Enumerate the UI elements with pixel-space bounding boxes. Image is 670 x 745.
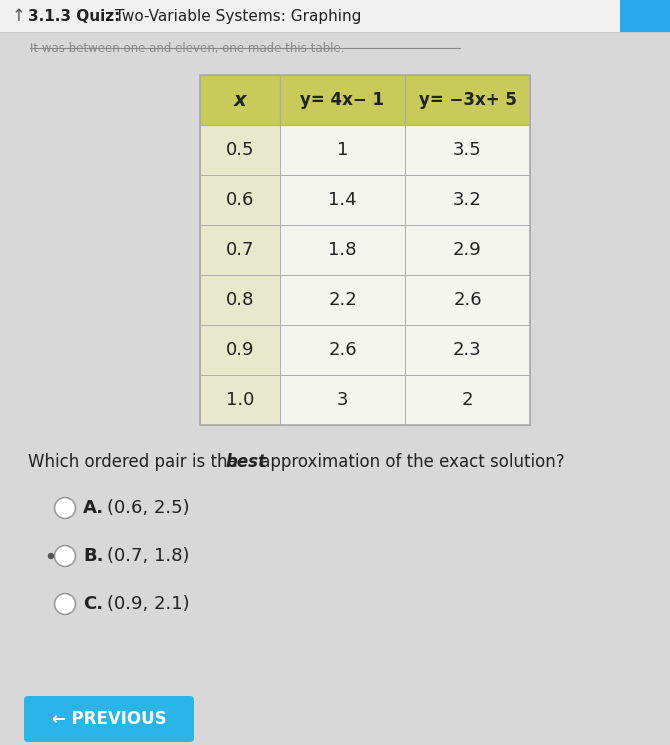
Text: (0.9, 2.1): (0.9, 2.1) — [107, 595, 190, 613]
Text: (0.7, 1.8): (0.7, 1.8) — [107, 547, 190, 565]
Text: 2.9: 2.9 — [453, 241, 482, 259]
Text: B.: B. — [83, 547, 103, 565]
Text: best: best — [225, 453, 266, 471]
Text: 0.8: 0.8 — [226, 291, 254, 309]
Circle shape — [54, 545, 76, 566]
Bar — [0, 32, 670, 33]
Text: 2.2: 2.2 — [328, 291, 357, 309]
Bar — [405, 375, 530, 425]
Text: 1.8: 1.8 — [328, 241, 356, 259]
Bar — [280, 375, 405, 425]
Bar — [200, 75, 280, 125]
Bar — [620, 0, 670, 32]
Text: 3.1.3 Quiz:: 3.1.3 Quiz: — [28, 8, 121, 24]
Bar — [405, 175, 530, 225]
Bar — [405, 325, 530, 375]
Text: 0.6: 0.6 — [226, 191, 254, 209]
Text: C.: C. — [83, 595, 103, 613]
Text: 1: 1 — [337, 141, 348, 159]
Bar — [405, 75, 530, 125]
Text: It was between one and eleven, one made this table.: It was between one and eleven, one made … — [30, 42, 344, 54]
Text: Which ordered pair is the: Which ordered pair is the — [28, 453, 243, 471]
Text: 2.3: 2.3 — [453, 341, 482, 359]
Bar — [405, 225, 530, 275]
Bar — [280, 225, 405, 275]
Text: 0.5: 0.5 — [226, 141, 254, 159]
Bar — [200, 375, 280, 425]
Text: 2.6: 2.6 — [328, 341, 357, 359]
Bar — [405, 275, 530, 325]
Bar — [280, 275, 405, 325]
Bar — [200, 275, 280, 325]
FancyBboxPatch shape — [24, 696, 194, 742]
Text: (0.6, 2.5): (0.6, 2.5) — [107, 499, 190, 517]
Bar — [200, 175, 280, 225]
Bar — [280, 325, 405, 375]
Text: 1.0: 1.0 — [226, 391, 254, 409]
Text: ← PREVIOUS: ← PREVIOUS — [52, 710, 166, 728]
Text: 2: 2 — [462, 391, 473, 409]
Bar — [200, 125, 280, 175]
Text: ↑: ↑ — [12, 7, 26, 25]
Bar — [200, 325, 280, 375]
Text: approximation of the exact solution?: approximation of the exact solution? — [255, 453, 565, 471]
Text: x: x — [234, 90, 247, 110]
Circle shape — [54, 594, 76, 615]
Text: 1.4: 1.4 — [328, 191, 357, 209]
Bar — [280, 175, 405, 225]
Text: Two-Variable Systems: Graphing: Two-Variable Systems: Graphing — [115, 8, 361, 24]
Text: y= −3x+ 5: y= −3x+ 5 — [419, 91, 517, 109]
Text: 3.2: 3.2 — [453, 191, 482, 209]
Circle shape — [48, 554, 54, 559]
Bar — [280, 125, 405, 175]
Text: y= 4x− 1: y= 4x− 1 — [301, 91, 385, 109]
Text: 0.7: 0.7 — [226, 241, 254, 259]
Bar — [200, 75, 530, 425]
Text: 2.6: 2.6 — [453, 291, 482, 309]
Text: 3: 3 — [337, 391, 348, 409]
Text: A.: A. — [83, 499, 104, 517]
Text: 3.5: 3.5 — [453, 141, 482, 159]
Circle shape — [54, 498, 76, 519]
Bar — [405, 125, 530, 175]
Bar — [200, 225, 280, 275]
Text: 0.9: 0.9 — [226, 341, 254, 359]
Bar — [0, 0, 670, 32]
Bar — [280, 75, 405, 125]
